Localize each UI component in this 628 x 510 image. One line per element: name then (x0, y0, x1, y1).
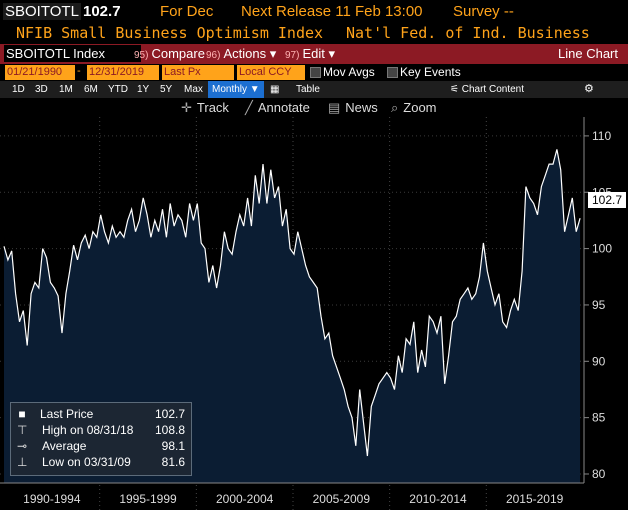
x-tick-label: 2005-2009 (313, 492, 371, 506)
x-tick-label: 2010-2014 (409, 492, 467, 506)
track-tool[interactable]: ✛ Track (181, 99, 229, 116)
start-date-field[interactable]: 01/21/1990 (5, 65, 75, 80)
legend-last-value: 102.7 (154, 407, 185, 421)
key-events-checkbox[interactable] (387, 67, 398, 78)
y-tick-label: 95 (592, 298, 606, 312)
next-release: Next Release 11 Feb 13:00 (241, 3, 423, 20)
chart-type-label[interactable]: Line Chart (558, 46, 618, 61)
period-bar: 1D 3D 1M 6M YTD 1Y 5Y Max Monthly ▼ ▦ Ta… (0, 81, 628, 98)
survey-value: Survey -- (453, 3, 514, 20)
series-area (4, 149, 581, 483)
key-events-label: Key Events (400, 65, 461, 79)
legend-row-low: ⊥ Low on 03/31/09 81.6 (11, 454, 191, 470)
legend-average-value: 98.1 (161, 439, 185, 453)
index-description: NFIB Small Business Optimism Index (16, 24, 324, 42)
y-tick-label: 110 (592, 129, 611, 143)
low-marker-icon: ⊥ (17, 455, 28, 469)
index-source: Nat'l Fed. of Ind. Business (346, 24, 590, 42)
legend-high-label: High on 08/31/18 (42, 423, 134, 437)
chart-content-button[interactable]: ⚟ Chart Content (450, 81, 524, 98)
annotate-tool[interactable]: ╱ Annotate (245, 99, 310, 116)
period-6m[interactable]: 6M (84, 84, 98, 95)
period-5y[interactable]: 5Y (160, 84, 173, 95)
period-1m[interactable]: 1M (59, 84, 73, 95)
compare-number: 95) (134, 50, 149, 61)
average-marker-icon: ⊸ (17, 439, 28, 453)
chart-content-label: Chart Content (461, 84, 525, 95)
price-field-select[interactable]: Last Px (162, 65, 234, 80)
zoom-label: Zoom (403, 100, 437, 115)
ticker-symbol: SBOITOTL (3, 3, 81, 20)
y-tick-label: 100 (592, 242, 612, 256)
annotate-icon: ╱ (245, 100, 253, 115)
legend-low-label: Low on 03/31/09 (42, 455, 131, 469)
x-tick-label: 1995-1999 (119, 492, 177, 506)
legend-low-value: 81.6 (161, 455, 185, 469)
date-separator: - (77, 65, 81, 77)
period-label: For Dec (160, 3, 214, 20)
period-1y[interactable]: 1Y (137, 84, 150, 95)
news-tool[interactable]: ▤ News (328, 99, 378, 116)
edit-number: 97) (285, 50, 300, 61)
description-bar: NFIB Small Business Optimism Index Nat'l… (0, 24, 628, 44)
chart-legend[interactable]: ■ Last Price 102.7 ⊤ High on 08/31/18 10… (10, 402, 192, 476)
function-toolbar: SBOITOTL Index 95) Compare 96) Actions ▾ 9… (0, 44, 628, 64)
annotate-label: Annotate (257, 100, 310, 115)
zoom-tool[interactable]: ⌕ Zoom (391, 99, 437, 116)
legend-row-last: ■ Last Price 102.7 (11, 406, 191, 422)
actions-label: Actions ▾ (223, 46, 277, 61)
legend-row-average: ⊸ Average 98.1 (11, 438, 191, 454)
period-1d[interactable]: 1D (12, 84, 25, 95)
track-label: Track (196, 100, 229, 115)
actions-number: 96) (206, 50, 221, 61)
mov-avgs-label: Mov Avgs (323, 65, 375, 79)
security-input[interactable]: SBOITOTL Index (4, 45, 141, 62)
y-axis: 80859095100105110 (584, 129, 612, 481)
period-max[interactable]: Max (184, 84, 203, 95)
edit-label: Edit ▾ (302, 46, 335, 61)
x-tick-label: 1990-1994 (23, 492, 81, 506)
period-ytd[interactable]: YTD (108, 84, 128, 95)
magnifier-icon: ⌕ (391, 100, 399, 115)
table-toggle-icon[interactable]: ▦ (270, 84, 280, 95)
options-bar: 01/21/1990 - 12/31/2019 Last Px Local CC… (0, 64, 628, 81)
news-label: News (345, 100, 378, 115)
edit-button[interactable]: 97) Edit ▾ (285, 45, 335, 63)
high-marker-icon: ⊤ (17, 423, 28, 437)
frequency-select[interactable]: Monthly ▼ (208, 81, 264, 98)
currency-select[interactable]: Local CCY (237, 65, 305, 80)
compare-label: Compare (151, 46, 205, 61)
x-axis: 1990-1994 1995-1999 2000-2004 2005-2009 2010… (23, 492, 564, 506)
mov-avgs-checkbox[interactable] (310, 67, 321, 78)
legend-row-high: ⊤ High on 08/31/18 108.8 (11, 422, 191, 438)
legend-high-value: 108.8 (154, 423, 185, 437)
news-icon: ▤ (328, 100, 341, 115)
table-button[interactable]: Table (296, 84, 320, 95)
last-price: 102.7 (83, 3, 121, 20)
end-date-field[interactable]: 12/31/2019 (87, 65, 159, 80)
last-price-tag: 102.7 (588, 192, 626, 208)
y-tick-label: 80 (592, 467, 606, 481)
chart-icon: ⚟ (450, 84, 462, 95)
gear-icon[interactable]: ⚙ (584, 83, 594, 95)
actions-button[interactable]: 96) Actions ▾ (206, 45, 276, 63)
series-line (3, 149, 581, 457)
crosshair-icon: ✛ (181, 100, 192, 115)
security-header-bar: SBOITOTL 102.7 For Dec Next Release 11 F… (0, 0, 628, 24)
x-tick-label: 2000-2004 (216, 492, 274, 506)
y-tick-label: 85 (592, 411, 606, 425)
legend-average-label: Average (42, 439, 87, 453)
square-icon: ■ (18, 407, 26, 421)
compare-button[interactable]: 95) Compare (134, 45, 205, 63)
legend-last-label: Last Price (40, 407, 94, 421)
period-3d[interactable]: 3D (35, 84, 48, 95)
y-tick-label: 90 (592, 354, 606, 368)
chart-tools-bar: ✛ Track ╱ Annotate ▤ News ⌕ Zoom (0, 98, 628, 117)
x-tick-label: 2015-2019 (506, 492, 564, 506)
